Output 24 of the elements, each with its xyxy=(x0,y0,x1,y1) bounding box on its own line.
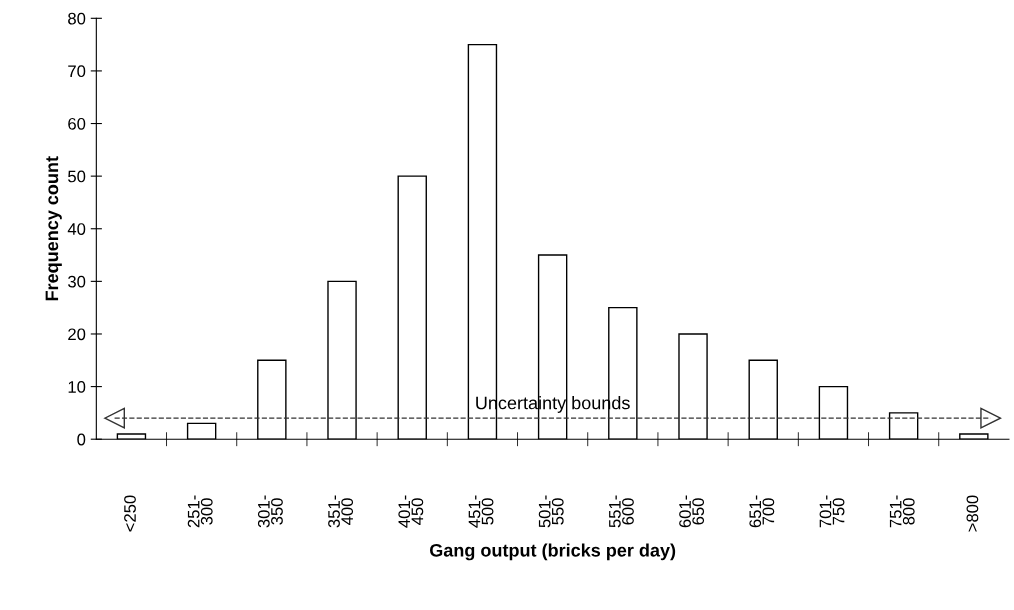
x-tick-label: 351- 400 xyxy=(328,495,354,528)
y-tick-label: 70 xyxy=(68,65,86,78)
y-tick-label: 20 xyxy=(68,328,86,341)
y-tick-label: 0 xyxy=(77,433,86,446)
x-tick-label: <250 xyxy=(124,495,136,532)
x-tick-label: 651- 700 xyxy=(749,495,775,528)
y-tick-label: 40 xyxy=(67,223,86,235)
x-tick-label: 501- 550 xyxy=(538,495,564,528)
y-tick-label: 30 xyxy=(68,275,86,288)
x-tick-label: 701- 750 xyxy=(819,495,845,528)
x-axis-title: Gang output (bricks per day) xyxy=(429,543,676,561)
x-tick-label: 301- 350 xyxy=(257,495,283,528)
y-tick-label: 80 xyxy=(68,12,86,25)
x-tick-label: 401- 450 xyxy=(398,495,424,528)
x-tick-label: 551- 600 xyxy=(609,495,634,528)
y-axis-title: Frequency count xyxy=(45,156,62,301)
y-tick-label: 10 xyxy=(68,380,86,393)
x-tick-label: 451- 500 xyxy=(468,495,494,528)
x-tick-label: 751- 800 xyxy=(889,495,915,528)
x-tick-label: >800 xyxy=(966,495,979,532)
x-tick-label: 601- 650 xyxy=(679,495,705,528)
y-tick-label: 60 xyxy=(68,117,86,130)
x-tick-label: 251- 300 xyxy=(187,495,213,528)
y-tick-label: 50 xyxy=(68,170,86,183)
